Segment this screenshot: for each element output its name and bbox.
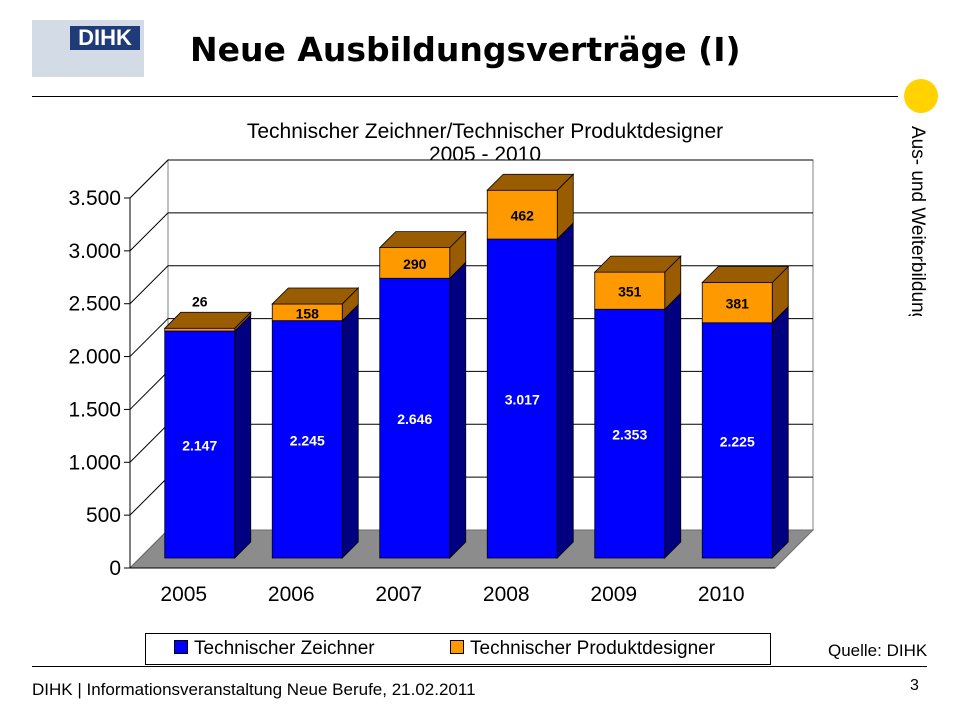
bar-top bbox=[378, 231, 467, 249]
bar-top bbox=[271, 287, 360, 305]
bar-side bbox=[234, 314, 252, 559]
footer-text: DIHK | Informationsveranstaltung Neue Be… bbox=[32, 680, 476, 699]
data-label: 2.646 bbox=[397, 411, 432, 427]
bar-top bbox=[701, 266, 790, 283]
bar-side bbox=[771, 305, 789, 559]
source-note: Quelle: DIHK bbox=[828, 641, 928, 660]
chart-legend: Technischer Zeichner Technischer Produkt… bbox=[145, 633, 771, 665]
legend-label-zeichner: Technischer Zeichner bbox=[194, 638, 375, 659]
y-tick-label: 1.500 bbox=[68, 398, 121, 421]
title-divider bbox=[32, 96, 898, 97]
data-label: 462 bbox=[511, 208, 535, 224]
bar-side bbox=[341, 303, 359, 559]
bar bbox=[594, 271, 666, 310]
x-tick-label: 2005 bbox=[160, 583, 207, 606]
legend-label-produktdesigner: Technischer Produktdesigner bbox=[470, 638, 716, 659]
bar bbox=[594, 308, 666, 559]
data-label: 2.147 bbox=[182, 438, 217, 454]
bar bbox=[271, 320, 343, 559]
x-tick-label: 2007 bbox=[375, 583, 422, 606]
bar bbox=[701, 322, 773, 559]
y-tick-label: 1.000 bbox=[68, 451, 121, 474]
data-label: 158 bbox=[296, 305, 320, 321]
data-label: 2.353 bbox=[612, 427, 647, 443]
x-tick-label: 2009 bbox=[590, 583, 637, 606]
dihk-logo: DIHK bbox=[32, 20, 144, 77]
bar-top bbox=[593, 255, 682, 273]
dihk-logo-text: DIHK bbox=[70, 26, 140, 50]
side-label: Aus- und Weiterbildung bbox=[907, 126, 928, 316]
data-label: 2.245 bbox=[290, 432, 325, 448]
gridline bbox=[129, 159, 813, 199]
data-label: 26 bbox=[192, 293, 208, 309]
data-label: 351 bbox=[618, 284, 642, 300]
gridline bbox=[129, 212, 813, 252]
bar-side bbox=[556, 222, 574, 559]
y-tick-label: 2.500 bbox=[68, 293, 121, 316]
bar-top bbox=[486, 173, 575, 191]
x-tick-label: 2008 bbox=[483, 583, 530, 606]
chart-title-line1: Technischer Zeichner/Technischer Produkt… bbox=[246, 120, 724, 143]
bar bbox=[379, 277, 451, 559]
legend-swatch-produktdesigner bbox=[450, 639, 464, 654]
data-label: 3.017 bbox=[505, 392, 540, 408]
legend-swatch-zeichner bbox=[174, 639, 188, 654]
footer-divider bbox=[32, 666, 927, 667]
bar-top bbox=[163, 311, 252, 329]
side-label-text: Aus- und Weiterbildung bbox=[907, 126, 928, 316]
bar-side bbox=[664, 292, 682, 559]
slide-title: Neue Ausbildungsverträge (I) bbox=[190, 30, 741, 69]
gridline bbox=[129, 265, 813, 305]
page-number: 3 bbox=[910, 677, 919, 694]
yellow-dot-icon bbox=[904, 79, 938, 113]
chart-svg: 0 500 1.000 1.500 2.000 2.500 3.000 3.500 2.147 2… bbox=[68, 158, 815, 606]
bar bbox=[486, 189, 558, 240]
bar-side bbox=[449, 261, 467, 559]
x-tick-label: 2010 bbox=[698, 583, 745, 606]
x-tick-label: 2006 bbox=[268, 583, 315, 606]
chart-side-wall bbox=[129, 158, 169, 570]
bar bbox=[379, 247, 451, 279]
bar bbox=[701, 282, 773, 324]
y-tick-label: 3.500 bbox=[68, 187, 121, 210]
y-tick-label: 500 bbox=[86, 504, 121, 527]
bar bbox=[486, 238, 558, 559]
y-tick-label: 2.000 bbox=[68, 346, 121, 369]
bar bbox=[164, 327, 236, 332]
legend-item-zeichner: Technischer Zeichner bbox=[174, 638, 375, 659]
legend-item-produktdesigner: Technischer Produktdesigner bbox=[450, 638, 716, 659]
y-tick-label: 0 bbox=[109, 557, 121, 580]
data-label: 381 bbox=[726, 296, 750, 312]
data-label: 2.225 bbox=[720, 433, 755, 449]
y-tick-label: 3.000 bbox=[68, 240, 121, 263]
data-label: 290 bbox=[403, 256, 427, 272]
chart: 0 500 1.000 1.500 2.000 2.500 3.000 3.500 2.147 2… bbox=[40, 110, 820, 630]
